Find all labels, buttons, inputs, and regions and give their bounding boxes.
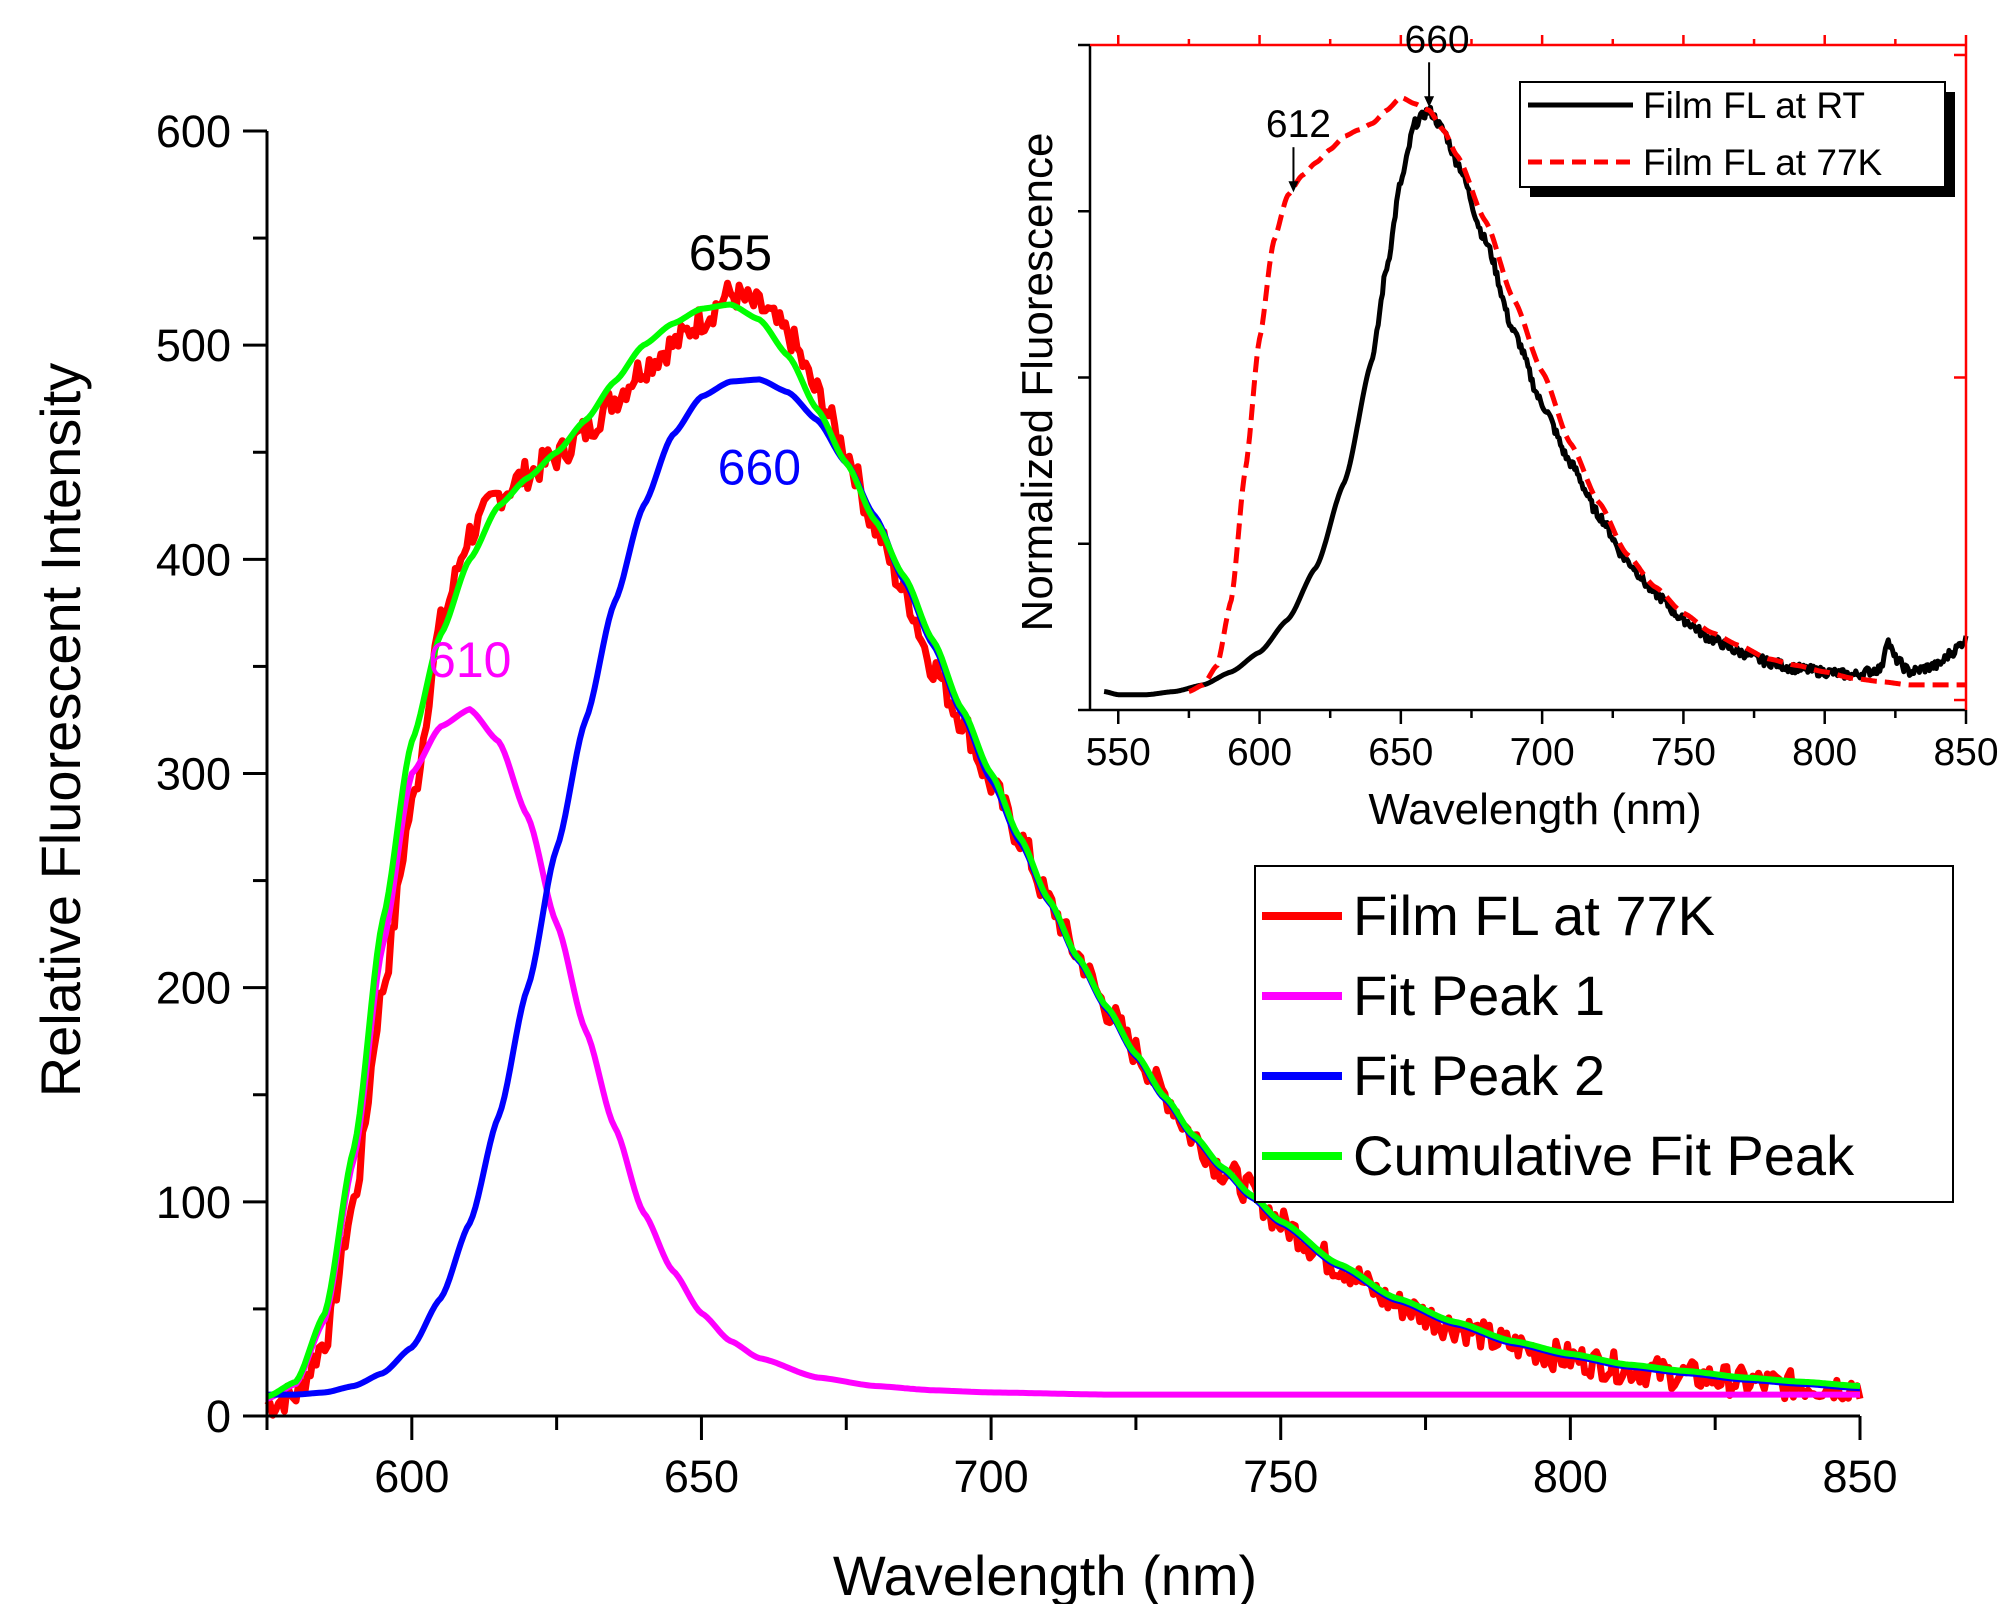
inset-x-tick-label: 700 <box>1510 731 1575 774</box>
y-tick-label: 500 <box>156 320 231 371</box>
x-tick-label: 850 <box>1822 1451 1897 1502</box>
x-tick-label: 800 <box>1533 1451 1608 1502</box>
inset-legend-box <box>1519 81 1946 188</box>
legend-entry-fit-peak-1: Fit Peak 1 <box>1262 964 1605 1027</box>
inset-y-ticks <box>1078 43 1966 712</box>
main-legend-box <box>1254 865 1954 1203</box>
inset-series-line-1 <box>1187 94 1968 694</box>
peak-annotation-1: 660 <box>718 439 801 495</box>
inset-annotations: 660 612 <box>1266 18 1470 193</box>
x-tick-label: 650 <box>664 1451 739 1502</box>
inset-x-tick-label: 750 <box>1651 731 1716 774</box>
series-line-3 <box>266 301 1861 1400</box>
legend-label: Film FL at 77K <box>1353 884 1715 947</box>
main-x-ticks: 600 650 700 750 800 850 <box>265 1416 1898 1502</box>
legend-label: Fit Peak 2 <box>1353 1044 1605 1107</box>
y-tick-label: 100 <box>156 1177 231 1228</box>
inset-x-tick-label: 650 <box>1368 731 1433 774</box>
inset-legend-entry-77k: Film FL at 77K <box>1528 142 1883 183</box>
peak-annotation-2: 610 <box>428 632 511 688</box>
legend-label: Fit Peak 1 <box>1353 964 1605 1027</box>
inset-annotation-arrowhead-1 <box>1288 181 1299 193</box>
series-line-1 <box>266 706 1861 1402</box>
main-y-ticks: 0 100 200 300 400 500 600 <box>156 106 267 1442</box>
inset-annotation-arrowhead-0 <box>1424 96 1435 108</box>
y-tick-label: 200 <box>156 963 231 1014</box>
inset-x-ticks: 550 600 650 700 750 800 850 <box>1086 35 1999 774</box>
x-tick-label: 600 <box>374 1451 449 1502</box>
inset-chart: 550 600 650 700 750 800 850 Wavelength (nm) No… <box>1013 18 2000 850</box>
inset-x-tick-label: 850 <box>1933 731 1998 774</box>
main-axes: 600 650 700 750 800 850 0 100 200 300 400 500 600 <box>156 106 1898 1502</box>
inset-peak-annotation-1: 612 <box>1266 103 1331 146</box>
inset-y-axis-title: Normalized Fluorescence <box>1013 133 1062 632</box>
inset-series-group <box>1103 94 1969 698</box>
legend-entry-film-77k: Film FL at 77K <box>1262 884 1715 947</box>
inset-legend: Film FL at RT Film FL at 77K <box>1519 81 1955 197</box>
inset-peak-annotation-0: 660 <box>1405 18 1470 61</box>
inset-x-tick-label: 600 <box>1227 731 1292 774</box>
main-legend: Film FL at 77K Fit Peak 1 Fit Peak 2 Cum… <box>1254 865 1954 1203</box>
legend-label: Film FL at RT <box>1643 85 1865 126</box>
main-x-axis-title: Wavelength (nm) <box>833 1544 1257 1604</box>
inset-legend-entry-rt: Film FL at RT <box>1528 85 1865 126</box>
peak-annotation-0: 655 <box>689 225 772 281</box>
inset-axes: 550 600 650 700 750 800 850 <box>1078 35 1999 774</box>
y-tick-label: 0 <box>206 1391 231 1442</box>
legend-label: Cumulative Fit Peak <box>1353 1124 1855 1187</box>
main-y-axis-title: Relative Fluorescent Intensity <box>29 363 92 1098</box>
inset-x-tick-label: 800 <box>1792 731 1857 774</box>
legend-entry-fit-peak-2: Fit Peak 2 <box>1262 1044 1605 1107</box>
y-tick-label: 400 <box>156 534 231 585</box>
legend-entry-cumulative-fit: Cumulative Fit Peak <box>1262 1124 1855 1187</box>
inset-x-tick-label: 550 <box>1086 731 1151 774</box>
x-tick-label: 750 <box>1243 1451 1318 1502</box>
main-chart: 600 650 700 750 800 850 0 100 200 300 400 500 600 W… <box>29 106 1954 1604</box>
y-tick-label: 300 <box>156 749 231 800</box>
inset-x-axis-title: Wavelength (nm) <box>1368 785 1701 834</box>
x-tick-label: 700 <box>954 1451 1029 1502</box>
legend-label: Film FL at 77K <box>1643 142 1883 183</box>
main-annotations: 655 660 610 <box>428 225 801 688</box>
y-tick-label: 600 <box>156 106 231 157</box>
main-series-group <box>264 279 1864 1419</box>
